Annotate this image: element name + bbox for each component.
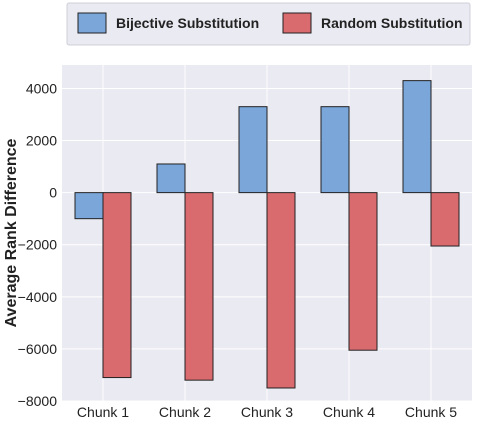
y-tick-label: 0 — [49, 185, 57, 201]
x-axis-ticks: Chunk 1 Chunk 2 Chunk 3 Chunk 4 Chunk 5 — [77, 404, 457, 420]
y-axis-label: Average Rank Difference — [3, 138, 20, 327]
x-tick-label: Chunk 5 — [405, 404, 457, 420]
y-tick-label: −6000 — [18, 341, 58, 357]
y-tick-label: −4000 — [18, 289, 58, 305]
bars — [74, 80, 460, 389]
x-tick-label: Chunk 4 — [323, 404, 375, 420]
bar-random-4 — [348, 192, 378, 351]
bar-random-1 — [102, 192, 132, 379]
y-tick-label: 4000 — [26, 80, 57, 96]
x-tick-label: Chunk 2 — [159, 404, 211, 420]
bar-random-3 — [266, 192, 296, 389]
legend-swatch-bijective — [77, 12, 107, 34]
bar-random-5 — [430, 192, 460, 247]
y-tick-label: −2000 — [18, 237, 58, 253]
legend-label-bijective: Bijective Substitution — [116, 15, 259, 31]
y-axis-ticks: −8000 −6000 −4000 −2000 0 2000 4000 — [18, 80, 58, 409]
x-tick-label: Chunk 3 — [241, 404, 293, 420]
bar-bijective-4 — [320, 106, 350, 194]
bar-bijective-5 — [402, 80, 432, 194]
legend-label-random: Random Substitution — [321, 15, 463, 31]
bar-bijective-2 — [156, 163, 186, 194]
bar-random-2 — [184, 192, 214, 381]
x-tick-label: Chunk 1 — [77, 404, 129, 420]
legend-swatch-random — [282, 12, 312, 34]
bar-bijective-1 — [74, 192, 104, 220]
legend-box — [66, 2, 471, 46]
y-tick-label: 2000 — [26, 133, 57, 149]
bar-bijective-3 — [238, 106, 268, 194]
legend: Bijective Substitution Random Substituti… — [66, 2, 471, 46]
y-tick-label: −8000 — [18, 393, 58, 409]
